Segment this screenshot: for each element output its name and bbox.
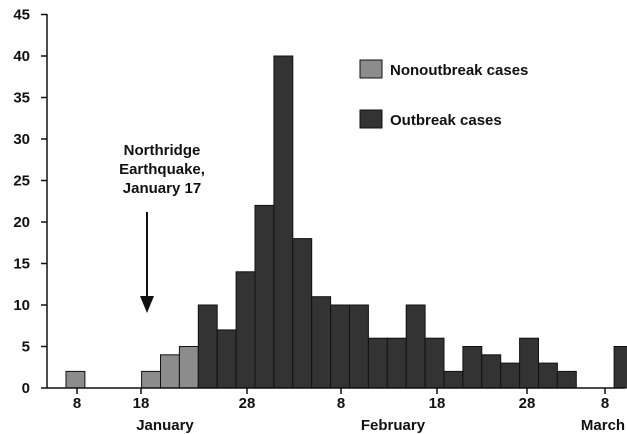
bar-outbreak-10 bbox=[254, 204, 275, 389]
bar-outbreak-7 bbox=[197, 304, 218, 389]
bar-outbreak-23 bbox=[500, 362, 521, 389]
bar-outbreak-24 bbox=[519, 337, 539, 389]
legend-swatch-outbreak bbox=[359, 109, 383, 129]
x-tick-label-4: 18 bbox=[429, 395, 446, 412]
bar-outbreak-11 bbox=[273, 55, 294, 389]
annotation-line-3: January 17 bbox=[123, 180, 201, 197]
bars-group bbox=[65, 55, 627, 389]
y-tick-label-0: 0 bbox=[22, 380, 30, 397]
axes-group bbox=[46, 14, 625, 389]
y-tick-label-25: 25 bbox=[13, 173, 30, 190]
month-labels-group: January February March bbox=[136, 417, 625, 434]
bar-outbreak-26 bbox=[556, 370, 577, 389]
month-label-0: January bbox=[136, 417, 194, 434]
x-tick-label-3: 8 bbox=[337, 395, 345, 412]
y-tick-label-15: 15 bbox=[13, 256, 30, 273]
bar-outbreak-22 bbox=[481, 354, 502, 389]
legend-label-nonoutbreak: Nonoutbreak cases bbox=[390, 62, 528, 79]
y-tick-label-30: 30 bbox=[13, 131, 30, 148]
y-tick-label-10: 10 bbox=[13, 297, 30, 314]
y-tick-label-45: 45 bbox=[13, 7, 30, 24]
x-tick-label-0: 8 bbox=[73, 395, 81, 412]
x-tick-label-2: 28 bbox=[239, 395, 256, 412]
annotation-arrowhead bbox=[140, 296, 154, 313]
y-tick-label-35: 35 bbox=[13, 90, 30, 107]
bar-outbreak-19 bbox=[424, 337, 445, 389]
y-tick-label-40: 40 bbox=[13, 48, 30, 65]
legend: Nonoutbreak cases Outbreak cases bbox=[359, 59, 528, 129]
x-tick-label-1: 18 bbox=[133, 395, 150, 412]
bar-outbreak-21 bbox=[462, 346, 483, 389]
x-ticks-group: 8 18 28 8 18 28 8 bbox=[73, 388, 609, 412]
month-label-2: March bbox=[581, 417, 625, 434]
bar-outbreak-16 bbox=[367, 337, 388, 389]
x-tick-label-5: 28 bbox=[519, 395, 536, 412]
bar-outbreak-18 bbox=[405, 304, 426, 389]
earthquake-annotation: Northridge Earthquake, January 17 bbox=[119, 142, 205, 313]
annotation-line-1: Northridge bbox=[124, 142, 201, 159]
bar-nonoutbreak-6 bbox=[178, 346, 199, 389]
bar-outbreak-8 bbox=[216, 329, 237, 389]
bar-nonoutbreak-5 bbox=[160, 354, 180, 389]
bar-outbreak-14 bbox=[330, 304, 351, 389]
bar-outbreak-25 bbox=[538, 362, 558, 389]
bar-outbreak-20 bbox=[443, 370, 464, 389]
x-tick-label-6: 8 bbox=[601, 395, 609, 412]
bar-nonoutbreak-0 bbox=[65, 370, 86, 389]
legend-swatch-nonoutbreak bbox=[359, 59, 383, 79]
bar-outbreak-29 bbox=[613, 346, 627, 389]
legend-label-outbreak: Outbreak cases bbox=[390, 112, 502, 129]
y-tick-label-20: 20 bbox=[13, 214, 30, 231]
annotation-line-2: Earthquake, bbox=[119, 161, 205, 178]
y-ticks-group: 0 5 10 15 20 25 30 35 40 45 bbox=[13, 7, 47, 397]
month-label-1: February bbox=[361, 417, 426, 434]
bar-outbreak-12 bbox=[292, 238, 313, 389]
bar-outbreak-9 bbox=[235, 271, 256, 389]
bar-nonoutbreak-4 bbox=[141, 370, 162, 389]
bar-outbreak-15 bbox=[349, 304, 369, 389]
bar-outbreak-17 bbox=[386, 337, 407, 389]
bar-outbreak-13 bbox=[311, 296, 332, 389]
y-tick-label-5: 5 bbox=[22, 339, 30, 356]
